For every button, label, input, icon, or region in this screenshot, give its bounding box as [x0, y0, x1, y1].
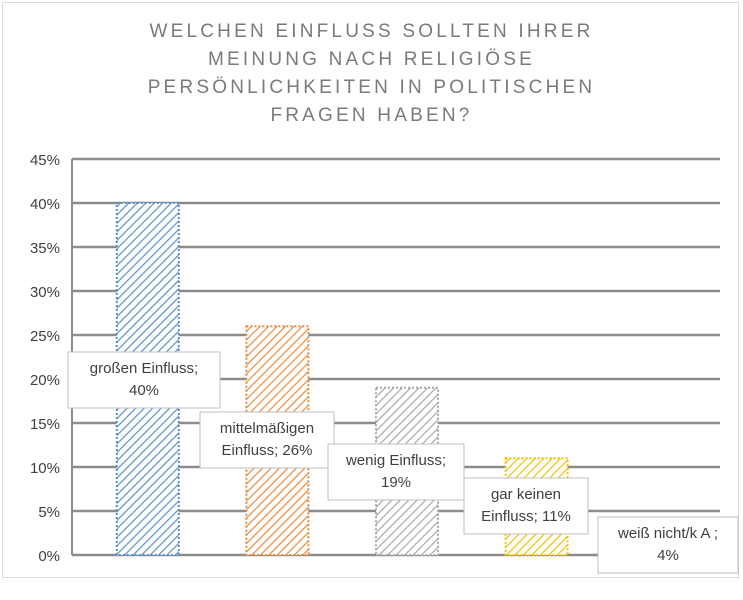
y-tick-label: 10%	[30, 460, 60, 477]
y-tick-label: 45%	[30, 152, 60, 169]
chart-title-line-4: FRAGEN HABEN?	[270, 105, 473, 126]
y-tick-label: 30%	[30, 284, 60, 301]
data-label-box	[199, 411, 335, 469]
chart-title-line-3: PERSÖNLICHKEITEN IN POLITISCHEN	[147, 77, 596, 98]
data-label: 4%	[657, 547, 679, 564]
y-tick-label: 35%	[30, 240, 60, 257]
data-label: mittelmäßigen	[220, 420, 314, 437]
data-label: 19%	[381, 474, 411, 491]
y-tick-label: 5%	[38, 504, 60, 521]
data-label: großen Einfluss;	[90, 360, 198, 377]
chart-title-line-2: MEINUNG NACH RELIGIÖSE	[208, 49, 535, 70]
data-label-box	[597, 516, 739, 574]
y-tick-label: 0%	[38, 548, 60, 565]
y-tick-label: 20%	[30, 372, 60, 389]
y-tick-label: 15%	[30, 416, 60, 433]
data-label: Einfluss; 11%	[481, 508, 571, 525]
data-label: Einfluss; 26%	[222, 442, 313, 459]
data-label-box	[463, 477, 589, 535]
y-tick-label: 40%	[30, 196, 60, 213]
data-label: weiß nicht/k A ;	[617, 525, 718, 542]
data-label-box	[67, 351, 221, 409]
chart-title: WELCHEN EINFLUSS SOLLTEN IHRER MEINUNG N…	[0, 18, 743, 130]
data-label: gar keinen	[491, 486, 561, 503]
data-label: 40%	[129, 382, 159, 399]
data-label: wenig Einfluss;	[345, 452, 446, 469]
y-tick-label: 25%	[30, 328, 60, 345]
data-label-box	[327, 443, 465, 501]
chart-title-line-1: WELCHEN EINFLUSS SOLLTEN IHRER	[149, 21, 594, 42]
